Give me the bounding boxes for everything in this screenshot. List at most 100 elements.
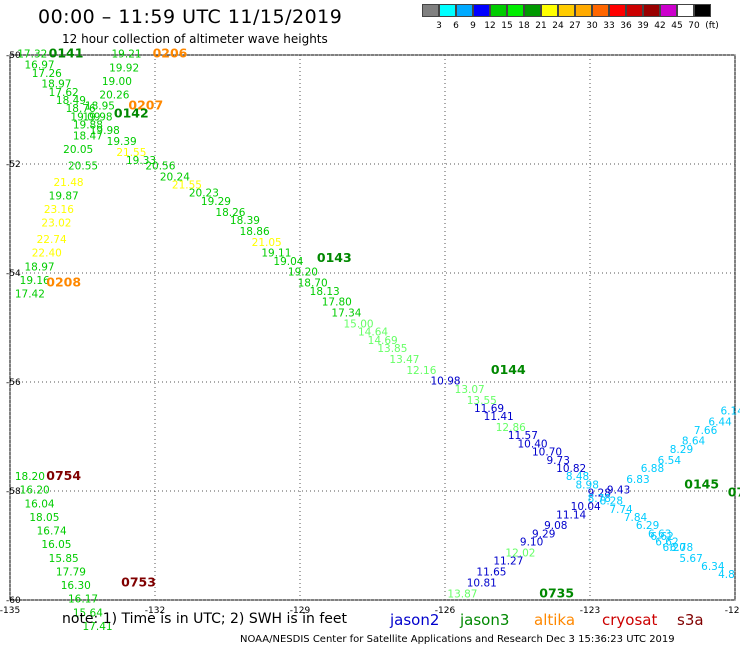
swh-value-label: 18.05: [29, 512, 59, 524]
swh-value-label: 6.44: [708, 417, 732, 429]
swh-value-label: 17.79: [56, 566, 86, 578]
swh-value-label: 23.02: [41, 218, 71, 230]
swh-value-label: 20.26: [99, 90, 129, 102]
swh-value-label: 17.26: [32, 68, 62, 80]
time-label: 0143: [317, 250, 352, 265]
swh-value-label: 16.05: [41, 539, 71, 551]
swh-value-label: 6.62: [655, 537, 678, 549]
swh-value-label: 18.70: [298, 278, 328, 290]
swh-value-label: 19.98: [90, 125, 120, 137]
swh-value-label: 8.64: [682, 436, 706, 448]
scale-swatch: [660, 4, 677, 17]
swh-value-label: 6.29: [636, 520, 659, 532]
swh-value-label: 13.07: [455, 384, 485, 396]
swh-value-label: 18.49: [56, 95, 86, 107]
swh-value-label: 20.55: [68, 160, 98, 172]
scale-swatch: [524, 4, 541, 17]
time-label: 0142: [114, 106, 149, 121]
swh-value-label: 19.33: [126, 155, 156, 167]
swh-value-label: 19.04: [273, 256, 303, 268]
scale-swatch: [694, 4, 711, 17]
color-scale: 3 6 9 12 15 18 21 24 27 30 33 36 39 42 45 70 (ft): [422, 4, 728, 32]
scale-swatch: [422, 4, 439, 17]
swh-value-label: 15.85: [49, 553, 79, 565]
swh-value-label: 10.40: [518, 438, 548, 450]
scale-swatch: [456, 4, 473, 17]
swh-value-label: 19.20: [288, 267, 318, 279]
swh-value-label: 20.24: [160, 171, 190, 183]
scale-label: 18: [518, 21, 530, 31]
time-label: 0141: [49, 46, 84, 61]
swh-value-label: 12.86: [496, 422, 526, 434]
swh-value-label: 19.00: [102, 76, 132, 88]
scale-label: 24: [552, 21, 564, 31]
swh-value-label: 11.14: [556, 509, 586, 521]
scale-swatch: [592, 4, 609, 17]
swh-value-label: 22.40: [32, 248, 62, 260]
swh-value-label: 19.39: [107, 136, 137, 148]
chart-title: 00:00 – 11:59 UTC 11/15/2019: [38, 6, 343, 28]
swh-value-label: 9.28: [588, 487, 611, 499]
scale-swatch: [677, 4, 694, 17]
swh-value-label: 18.97: [25, 261, 55, 273]
scale-unit: (ft): [705, 21, 719, 31]
scale-swatch: [626, 4, 643, 17]
swh-value-label: 16.97: [25, 60, 55, 72]
swh-value-label: 17.42: [15, 289, 45, 301]
swh-value-label: 18.26: [215, 207, 245, 219]
legend-entry-s3a: s3a: [677, 611, 704, 629]
swh-value-label: 18.39: [230, 215, 260, 227]
swh-value-label: 10.81: [467, 577, 497, 589]
swh-value-label: 9.43: [607, 485, 630, 497]
swh-value-label: 18.76: [66, 103, 96, 115]
scale-swatch: [609, 4, 626, 17]
time-label: 0208: [46, 275, 81, 290]
legend-entry-jason3: jason3: [460, 611, 510, 629]
swh-value-label: 10.70: [532, 447, 562, 459]
swh-value-label: 18.95: [85, 101, 115, 113]
y-tick-label: -60: [6, 596, 21, 606]
scale-label: 39: [637, 21, 649, 31]
swh-value-label: 19.29: [201, 196, 231, 208]
swh-value-label: 15.64: [73, 607, 103, 619]
scale-label: 42: [654, 21, 666, 31]
scale-swatch: [643, 4, 660, 17]
swh-value-label: 8.78: [588, 493, 611, 505]
swh-value-label: 16.04: [25, 498, 55, 510]
scale-label: 3: [436, 21, 442, 31]
swh-value-label: 18.20: [15, 471, 45, 483]
swh-value-label: 9.29: [532, 528, 555, 540]
scale-label: 70: [688, 21, 700, 31]
scale-swatch: [558, 4, 575, 17]
swh-value-label: 6.88: [641, 463, 664, 475]
swh-value-label: 8.48: [566, 471, 589, 483]
swh-value-label: 6.63: [648, 528, 671, 540]
swh-value-label: 19.92: [109, 62, 139, 74]
swh-value-label: 8.29: [670, 444, 693, 456]
swh-value-label: 11.69: [474, 403, 504, 415]
swh-value-label: 20.56: [145, 160, 175, 172]
legend-entry-cryosat: cryosat: [602, 611, 658, 629]
time-label: 0206: [153, 46, 188, 61]
swh-value-label: 17.34: [331, 308, 361, 320]
swh-value-label: 13.85: [377, 343, 407, 355]
swh-value-label: 20.05: [63, 144, 93, 156]
swh-value-label: 4.8: [718, 569, 735, 581]
swh-value-label: 14.64: [358, 327, 388, 339]
swh-value-label: 19.87: [49, 190, 79, 202]
y-tick-label: -58: [6, 487, 21, 497]
chart-subtitle: 12 hour collection of altimeter wave hei…: [62, 32, 328, 46]
time-label: 0207: [128, 98, 163, 113]
scale-label: 27: [569, 21, 581, 31]
swh-value-label: 21.48: [54, 177, 84, 189]
swh-value-label: 8.98: [576, 479, 599, 491]
swh-value-label: 12.02: [505, 547, 535, 559]
swh-value-label: 21.55: [116, 147, 146, 159]
scale-label: 12: [484, 21, 496, 31]
scale-label: 45: [671, 21, 683, 31]
y-tick-label: -54: [6, 269, 21, 279]
y-tick-label: -52: [6, 160, 21, 170]
scale-swatch: [490, 4, 507, 17]
swh-value-label: 6.14: [721, 406, 740, 418]
